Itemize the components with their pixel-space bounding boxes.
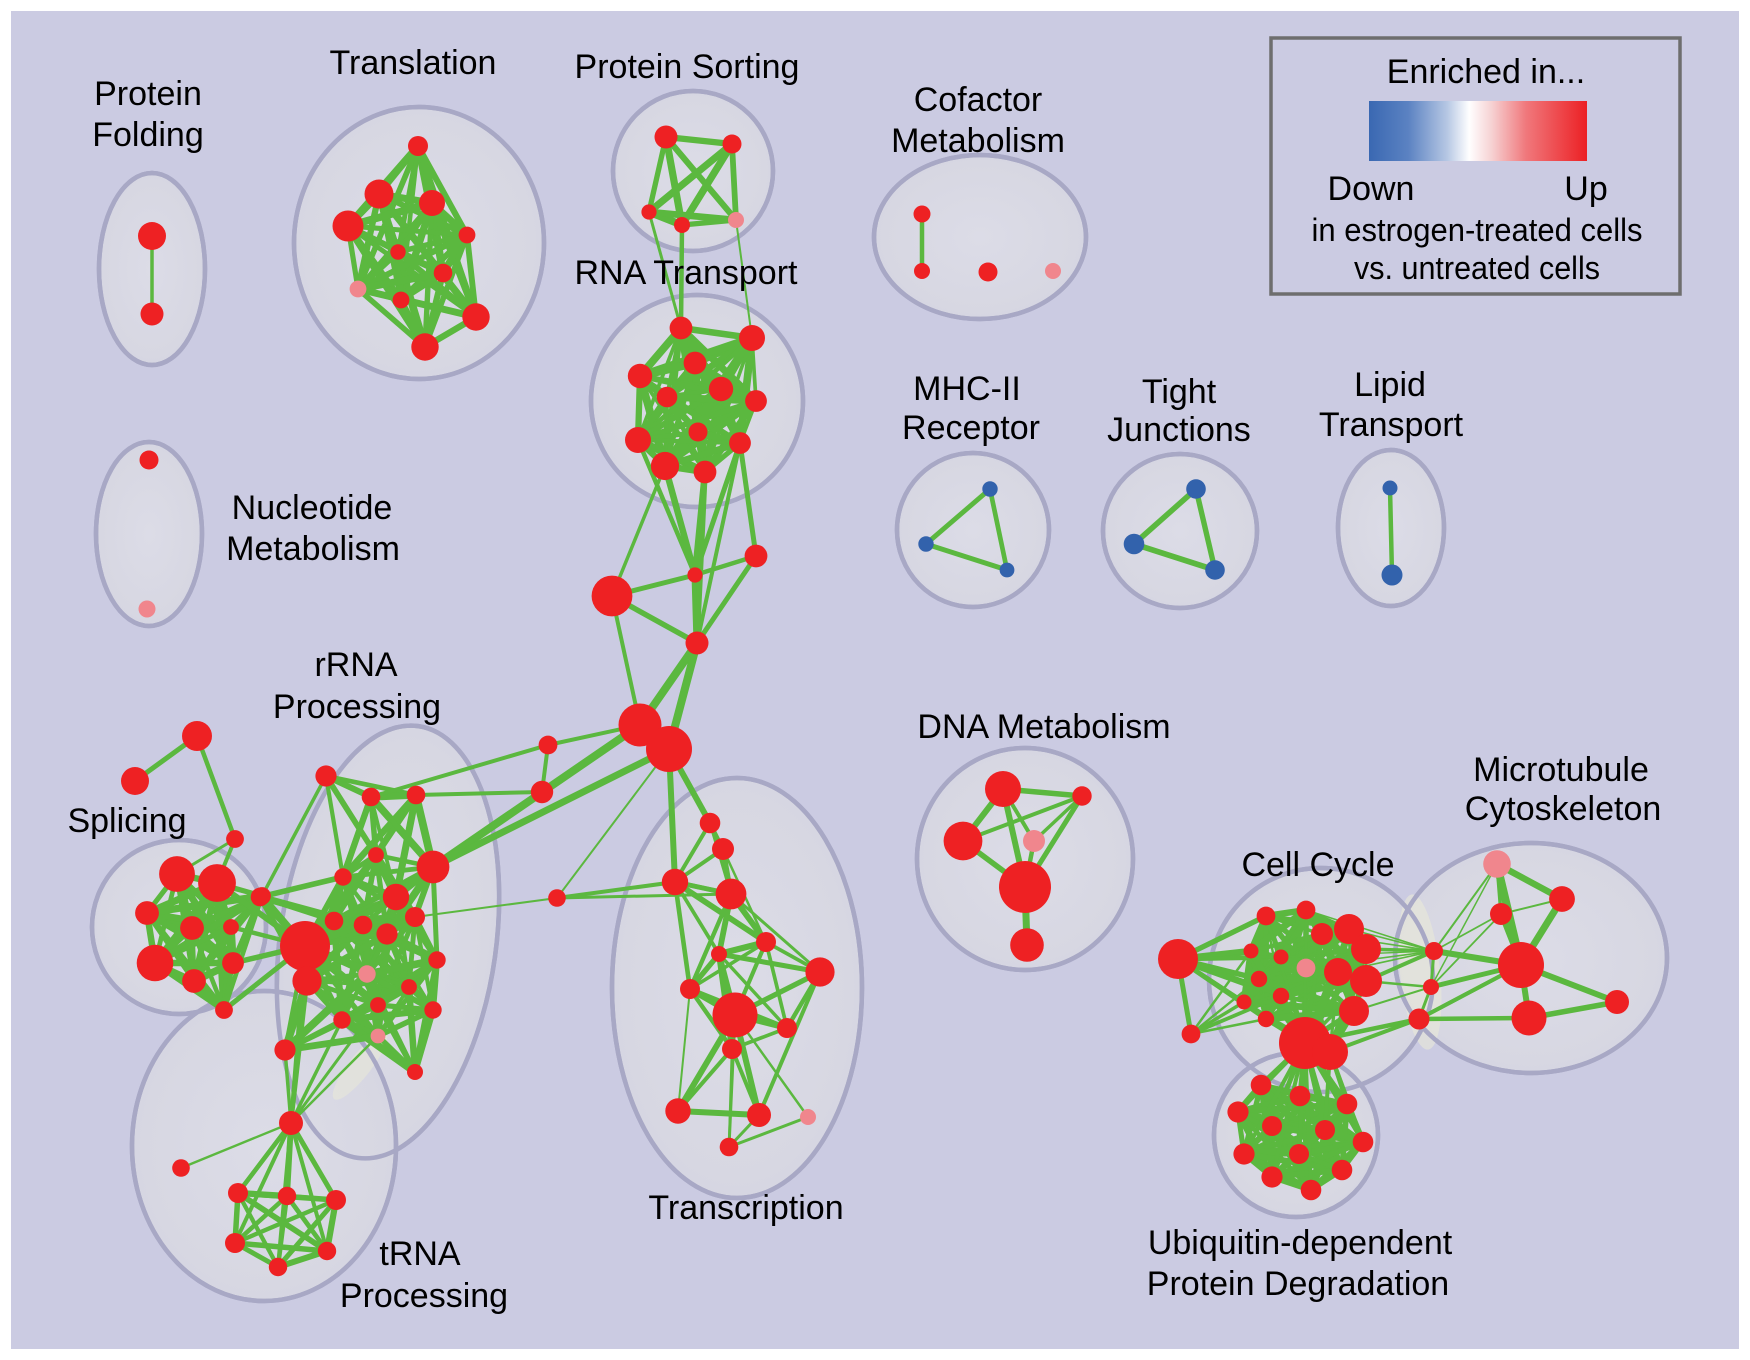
svg-text:Enriched in...: Enriched in... <box>1387 53 1585 91</box>
svg-text:Protein Sorting: Protein Sorting <box>575 48 800 86</box>
svg-text:Nucleotide: Nucleotide <box>232 489 393 527</box>
svg-text:Protein: Protein <box>94 75 202 113</box>
svg-text:Lipid: Lipid <box>1354 366 1426 404</box>
svg-text:Up: Up <box>1564 170 1607 208</box>
svg-text:Processing: Processing <box>273 688 441 726</box>
svg-text:RNA Transport: RNA Transport <box>575 254 799 292</box>
svg-text:DNA Metabolism: DNA Metabolism <box>917 708 1170 746</box>
svg-text:Translation: Translation <box>330 44 497 82</box>
svg-text:Junctions: Junctions <box>1107 411 1251 449</box>
svg-text:Tight: Tight <box>1142 373 1217 411</box>
svg-text:Splicing: Splicing <box>67 802 186 840</box>
svg-text:MHC-II: MHC-II <box>913 370 1021 408</box>
svg-text:tRNA: tRNA <box>379 1235 461 1273</box>
svg-text:Transcription: Transcription <box>648 1189 843 1227</box>
svg-text:Ubiquitin-dependent: Ubiquitin-dependent <box>1148 1224 1453 1262</box>
svg-text:Metabolism: Metabolism <box>891 122 1065 160</box>
svg-text:Protein Degradation: Protein Degradation <box>1147 1265 1449 1303</box>
svg-text:Cofactor: Cofactor <box>914 81 1043 119</box>
svg-text:Processing: Processing <box>340 1277 508 1315</box>
svg-text:Down: Down <box>1328 170 1415 208</box>
svg-text:Transport: Transport <box>1319 406 1464 444</box>
svg-text:Metabolism: Metabolism <box>226 530 400 568</box>
svg-text:rRNA: rRNA <box>314 646 397 684</box>
svg-text:vs. untreated cells: vs. untreated cells <box>1354 250 1600 286</box>
svg-text:Cell Cycle: Cell Cycle <box>1241 846 1394 884</box>
svg-text:Folding: Folding <box>92 116 204 154</box>
svg-text:in estrogen-treated cells: in estrogen-treated cells <box>1312 212 1643 248</box>
svg-text:Microtubule: Microtubule <box>1473 751 1649 789</box>
svg-text:Receptor: Receptor <box>902 409 1040 447</box>
svg-text:Cytoskeleton: Cytoskeleton <box>1465 790 1662 828</box>
